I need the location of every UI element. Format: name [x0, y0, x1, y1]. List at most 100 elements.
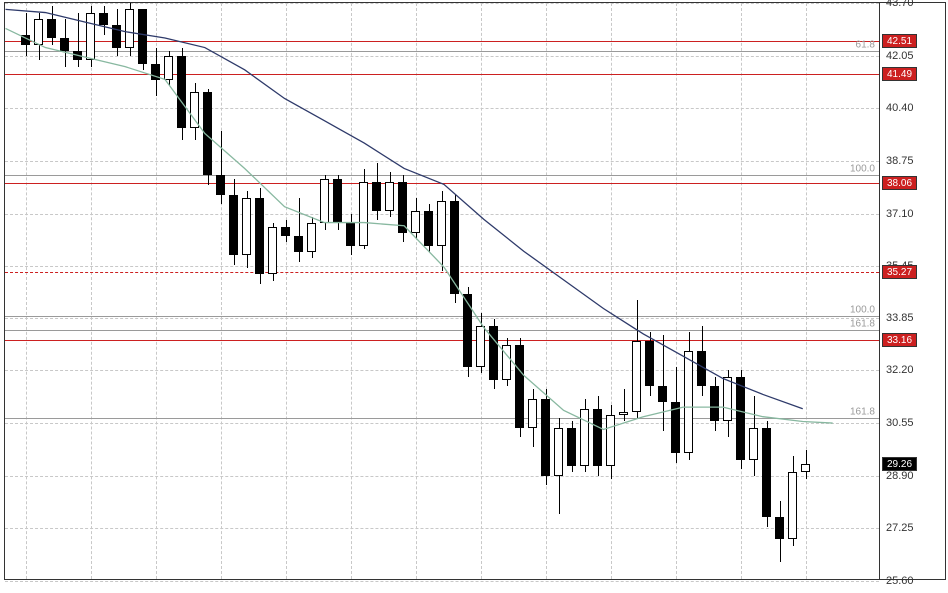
gridline-v	[351, 3, 352, 579]
candle-body	[710, 386, 719, 421]
candle-body	[775, 517, 784, 539]
fib-label: 100.0	[850, 304, 875, 315]
reference-line	[5, 74, 879, 75]
candle-body	[47, 19, 56, 38]
y-tick-label: 25.60	[886, 575, 914, 587]
candle-body	[541, 399, 550, 476]
y-tick-label: 42.05	[886, 50, 914, 62]
fib-label: 161.8	[850, 407, 875, 418]
gridline-v	[546, 3, 547, 579]
y-tick-label: 40.40	[886, 102, 914, 114]
gridline-v	[286, 3, 287, 579]
gridline-v	[481, 3, 482, 579]
candle-wick	[663, 335, 664, 431]
gridline-h	[5, 318, 879, 319]
candle-body	[125, 9, 134, 47]
reference-line	[5, 51, 879, 52]
candle-body	[671, 402, 680, 453]
candle-body	[203, 92, 212, 175]
price-badge: 38.06	[882, 176, 917, 190]
candle-body	[34, 19, 43, 45]
candle-body	[736, 377, 745, 460]
candle-body	[645, 341, 654, 386]
gridline-h	[5, 528, 879, 529]
candle-body	[424, 211, 433, 246]
price-badge: 42.51	[882, 34, 917, 48]
y-tick-label: 30.55	[886, 417, 914, 429]
candle-body	[489, 326, 498, 380]
candle-body	[268, 227, 277, 275]
gridline-h	[5, 3, 879, 4]
gridline-h	[5, 476, 879, 477]
reference-line	[5, 418, 879, 419]
reference-line	[5, 330, 879, 331]
gridline-v	[806, 3, 807, 579]
candle-body	[632, 341, 641, 411]
candle-body	[151, 64, 160, 80]
candle-body	[619, 412, 628, 415]
gridline-h	[5, 581, 879, 582]
current-price-badge: 29.26	[882, 457, 917, 471]
reference-line	[5, 316, 879, 317]
candle-body	[697, 351, 706, 386]
gridline-v	[416, 3, 417, 579]
candle-body	[593, 409, 602, 466]
candle-body	[463, 294, 472, 367]
gridline-v	[741, 3, 742, 579]
candle-body	[385, 182, 394, 211]
reference-line	[5, 340, 879, 341]
reference-line	[5, 272, 879, 273]
candle-body	[190, 92, 199, 127]
candle-body	[216, 175, 225, 194]
candle-body	[606, 415, 615, 466]
fib-label: 161.8	[850, 319, 875, 330]
candle-body	[138, 9, 147, 63]
candle-body	[788, 472, 797, 539]
reference-line	[5, 175, 879, 176]
y-tick-label: 27.25	[886, 522, 914, 534]
candle-body	[242, 198, 251, 255]
gridline-h	[5, 56, 879, 57]
candle-body	[450, 201, 459, 294]
candle-body	[567, 428, 576, 466]
y-tick-label: 32.20	[886, 364, 914, 376]
candle-body	[658, 386, 667, 402]
candle-body	[164, 56, 173, 80]
gridline-h	[5, 370, 879, 371]
candle-body	[177, 56, 186, 128]
candle-body	[112, 25, 121, 47]
reference-line	[5, 41, 879, 42]
price-badge: 41.49	[882, 67, 917, 81]
price-badge: 35.27	[882, 265, 917, 279]
candle-body	[307, 223, 316, 252]
fib-label: 100.0	[850, 164, 875, 175]
candle-wick	[624, 389, 625, 421]
candle-body	[86, 13, 95, 61]
gridline-v	[91, 3, 92, 579]
candle-body	[294, 236, 303, 252]
candle-body	[229, 195, 238, 256]
candle-body	[554, 428, 563, 476]
gridline-v	[221, 3, 222, 579]
gridline-h	[5, 161, 879, 162]
candle-body	[437, 201, 446, 246]
candlestick-chart[interactable]: 61.8 100.0 100.0 161.8 161.8	[4, 2, 880, 580]
candle-body	[528, 399, 537, 428]
candle-body	[21, 35, 30, 45]
candle-body	[346, 223, 355, 245]
candle-body	[320, 179, 329, 224]
candle-body	[398, 182, 407, 233]
candle-body	[333, 179, 342, 224]
candle-body	[684, 351, 693, 453]
gridline-v	[611, 3, 612, 579]
candle-body	[502, 345, 511, 380]
candle-body	[515, 345, 524, 428]
fib-label: 61.8	[856, 39, 875, 50]
y-tick-label: 38.75	[886, 155, 914, 167]
candle-body	[580, 409, 589, 466]
candle-body	[762, 428, 771, 517]
y-axis: 43.7042.0540.4038.7537.1035.4533.8532.20…	[880, 2, 946, 580]
gridline-h	[5, 423, 879, 424]
candle-body	[60, 38, 69, 51]
gridline-h	[5, 108, 879, 109]
